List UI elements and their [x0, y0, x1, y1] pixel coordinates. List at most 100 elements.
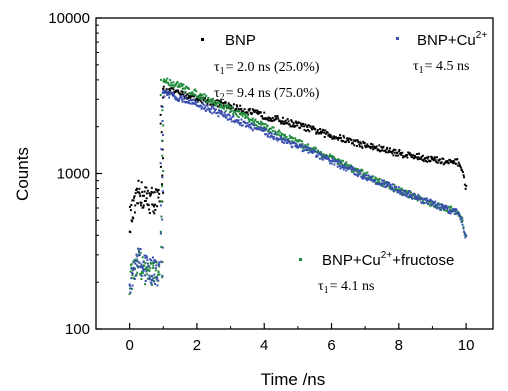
data-point [185, 97, 187, 99]
data-point [415, 157, 417, 159]
data-point [246, 114, 248, 116]
data-point [162, 247, 164, 249]
data-point [144, 274, 146, 276]
data-point [238, 110, 240, 112]
data-point [249, 108, 251, 110]
data-point [294, 125, 296, 127]
data-point [194, 101, 196, 103]
data-point [402, 194, 404, 196]
data-point [209, 100, 211, 102]
data-point [391, 152, 393, 154]
data-point [280, 136, 282, 138]
data-point [130, 287, 132, 289]
data-point [379, 178, 381, 180]
data-point [140, 202, 142, 204]
data-point [340, 137, 342, 139]
data-point [308, 130, 310, 132]
data-point [396, 152, 398, 154]
data-point [166, 78, 168, 80]
data-point [274, 115, 276, 117]
data-point [146, 259, 148, 261]
data-point [458, 162, 460, 164]
data-point [244, 122, 246, 124]
data-point [303, 125, 305, 127]
data-point [160, 216, 162, 218]
data-point [260, 124, 262, 126]
data-point [391, 186, 393, 188]
data-point [162, 90, 164, 92]
data-point [152, 192, 154, 194]
data-point [362, 169, 364, 171]
data-point [436, 156, 438, 158]
data-point [145, 200, 147, 202]
data-point [158, 263, 160, 265]
data-point [140, 204, 142, 206]
data-point [155, 264, 157, 266]
data-point [407, 192, 409, 194]
series-points [129, 86, 468, 233]
data-point [160, 200, 162, 202]
data-point [205, 95, 207, 97]
data-point [182, 93, 184, 95]
data-point [141, 265, 143, 267]
data-point [376, 145, 378, 147]
data-point [228, 107, 230, 109]
data-point [372, 144, 374, 146]
data-point [167, 91, 169, 93]
data-point [160, 148, 162, 150]
data-point [157, 191, 159, 193]
data-point [242, 115, 244, 117]
data-point [427, 158, 429, 160]
x-tick-label: 6 [327, 337, 335, 354]
data-point [143, 264, 145, 266]
data-point [462, 228, 464, 230]
data-point [426, 198, 428, 200]
data-point [225, 117, 227, 119]
data-point [137, 202, 139, 204]
data-point [260, 111, 262, 113]
data-point [189, 103, 191, 105]
data-point [292, 137, 294, 139]
data-point [345, 161, 347, 163]
data-point [141, 275, 143, 277]
data-point [169, 93, 171, 95]
data-point [307, 143, 309, 145]
data-point [129, 206, 131, 208]
data-point [398, 149, 400, 151]
data-point [146, 197, 148, 199]
data-point [231, 110, 233, 112]
data-point [364, 142, 366, 144]
data-point [465, 235, 467, 237]
data-point [358, 143, 360, 145]
data-point [286, 136, 288, 138]
legend-cu-tau1: τ1= 4.5 ns [413, 59, 469, 76]
data-point [211, 112, 213, 114]
data-point [435, 159, 437, 161]
data-point [302, 123, 304, 125]
data-point [131, 220, 133, 222]
data-point [163, 86, 165, 88]
data-point [326, 155, 328, 157]
data-point [352, 142, 354, 144]
data-point [278, 129, 280, 131]
legend-bnp-tau1: τ1= 2.0 ns (25.0%) [214, 60, 320, 77]
data-point [246, 111, 248, 113]
data-point [439, 158, 441, 160]
data-point [263, 112, 265, 114]
data-point [152, 278, 154, 280]
data-point [309, 125, 311, 127]
data-point [135, 274, 137, 276]
data-point [196, 101, 198, 103]
data-point [200, 98, 202, 100]
data-point [299, 140, 301, 142]
data-point [240, 108, 242, 110]
data-point [314, 151, 316, 153]
legend-fructose-marker [299, 258, 302, 261]
data-point [347, 137, 349, 139]
x-tick-label: 0 [125, 337, 133, 354]
legend-bnp-name: BNP [225, 32, 256, 49]
data-point [161, 109, 163, 111]
data-point [306, 146, 308, 148]
data-point [215, 108, 217, 110]
data-point [162, 170, 164, 172]
